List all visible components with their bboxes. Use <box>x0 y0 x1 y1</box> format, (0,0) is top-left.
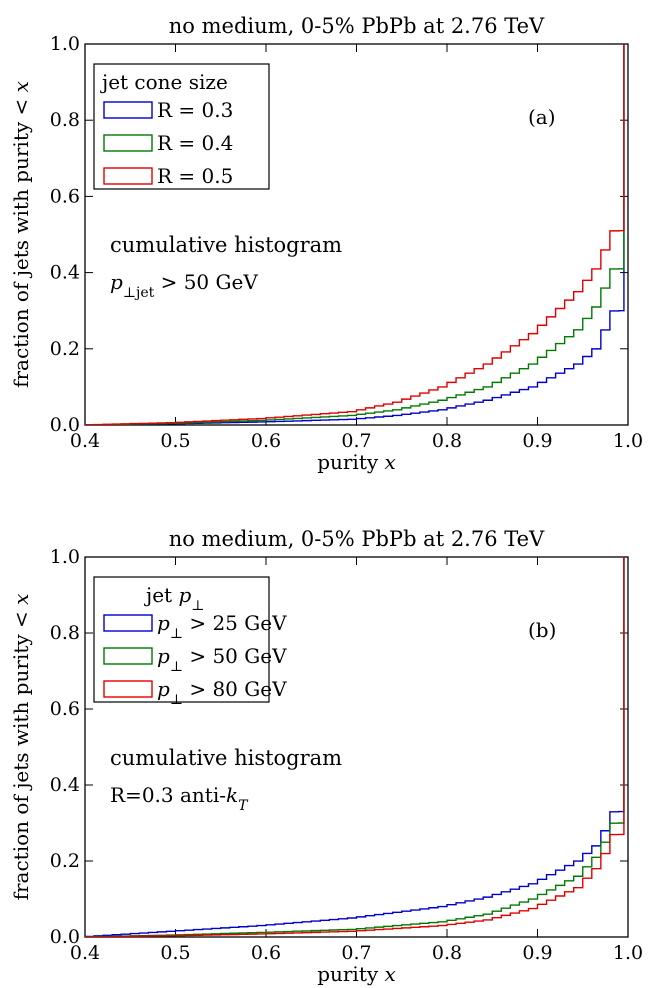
legend-label-2: R = 0.4 <box>157 131 233 155</box>
legend-swatch-3 <box>103 167 153 185</box>
x-tick-label: 0.5 <box>160 430 190 452</box>
x-tick-label: 0.6 <box>251 430 281 452</box>
chart-panel-a: no medium, 0-5% PbPb at 2.76 TeV 0.4 0.5 0.… <box>9 14 643 474</box>
legend-label-1: p⊥ > 25 GeV <box>157 611 287 642</box>
legend: jet cone size R = 0.3 R = 0.4 R = 0.5 <box>93 63 270 190</box>
series-line-1 <box>85 557 625 937</box>
y-tick-label: 0.2 <box>50 850 80 872</box>
x-tick-label: 1.0 <box>613 430 643 452</box>
y-tick-label: 0.6 <box>50 698 80 720</box>
y-tick-label: 1.0 <box>50 546 80 568</box>
legend-label-1: R = 0.3 <box>157 98 233 122</box>
legend-swatch-2 <box>103 647 153 665</box>
y-tick-label: 0.6 <box>50 185 80 207</box>
x-axis-label: purity x <box>317 962 396 986</box>
annotation-cumulative: cumulative histogram <box>110 233 342 257</box>
y-tick-label: 0.8 <box>50 622 80 644</box>
legend-swatch-3 <box>103 680 153 698</box>
annotation-cumulative: cumulative histogram <box>110 746 342 770</box>
chart-panel-b: no medium, 0-5% PbPb at 2.76 TeV 0.4 0.5 0.… <box>9 527 643 986</box>
legend-swatch-1 <box>103 101 153 119</box>
y-tick-label: 0.4 <box>50 774 80 796</box>
panel-label: (a) <box>528 105 556 129</box>
series-line-3 <box>85 557 625 937</box>
legend-label-2: p⊥ > 50 GeV <box>157 644 287 675</box>
y-axis-label: fraction of jets with purity < x <box>9 594 33 901</box>
legend-swatch-2 <box>103 134 153 152</box>
y-tick-label: 0.2 <box>50 338 80 360</box>
x-axis-label: purity x <box>317 450 396 474</box>
y-axis-label: fraction of jets with purity < x <box>9 81 33 388</box>
x-tick-label: 0.4 <box>70 942 100 964</box>
x-tick-label: 0.8 <box>432 430 462 452</box>
x-tick-label: 1.0 <box>613 942 643 964</box>
panel-label: (b) <box>528 618 556 642</box>
annotation-algorithm: R=0.3 anti-kT <box>110 783 249 814</box>
series-line-2 <box>85 44 625 425</box>
y-tick-label: 0.4 <box>50 262 80 284</box>
x-tick-label: 0.7 <box>341 430 371 452</box>
x-tick-label: 0.9 <box>522 942 552 964</box>
y-tick-label: 1.0 <box>50 33 80 55</box>
x-tick-label: 0.6 <box>251 942 281 964</box>
legend-swatch-1 <box>103 614 153 632</box>
x-tick-label: 0.7 <box>341 942 371 964</box>
x-tick-label: 0.8 <box>432 942 462 964</box>
chart-title: no medium, 0-5% PbPb at 2.76 TeV <box>169 527 545 551</box>
y-tick-label: 0.0 <box>50 414 80 436</box>
y-tick-label: 0.0 <box>50 926 80 948</box>
x-tick-label: 0.9 <box>522 430 552 452</box>
y-tick-label: 0.8 <box>50 109 80 131</box>
x-tick-label: 0.4 <box>70 430 100 452</box>
series-line-3 <box>85 44 625 425</box>
legend-title: jet cone size <box>100 70 228 94</box>
x-tick-label: 0.5 <box>160 942 190 964</box>
annotation-cut: p⊥jet > 50 GeV <box>110 270 258 301</box>
legend-label-3: R = 0.5 <box>157 164 233 188</box>
chart-title: no medium, 0-5% PbPb at 2.76 TeV <box>169 14 545 38</box>
legend-label-3: p⊥ > 80 GeV <box>157 677 287 708</box>
legend-title: jet p⊥ <box>144 583 204 614</box>
